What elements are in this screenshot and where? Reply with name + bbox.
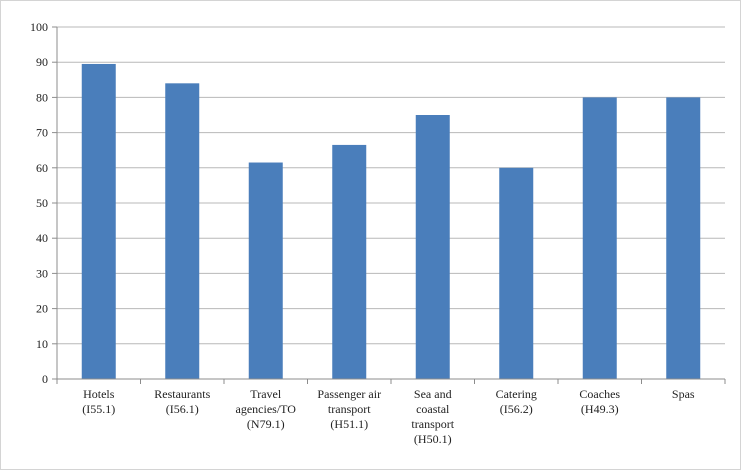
bar xyxy=(165,83,200,379)
x-category-label: Coaches (H49.3) xyxy=(579,387,620,416)
bar xyxy=(248,162,283,379)
y-tick-label: 40 xyxy=(36,231,48,245)
axes xyxy=(52,26,726,384)
x-category-label-line: (I56.2) xyxy=(500,402,533,416)
x-category-label-line: (I56.1) xyxy=(166,402,199,416)
x-category-label-line: Restaurants xyxy=(154,387,210,401)
x-category-label-line: (N79.1) xyxy=(247,417,285,431)
bar xyxy=(666,97,701,380)
bars xyxy=(81,63,701,380)
x-category-label-line: (H50.1) xyxy=(414,432,452,446)
bar xyxy=(499,167,534,379)
x-category-label-line: (H49.3) xyxy=(581,402,619,416)
x-category-label-line: (H51.1) xyxy=(330,417,368,431)
bar xyxy=(415,115,450,379)
y-tick-label: 50 xyxy=(36,196,48,210)
x-category-label: Hotels (I55.1) xyxy=(82,387,115,416)
x-category-labels: Hotels (I55.1) Restaurants (I56.1) Travel age… xyxy=(82,387,695,446)
y-tick-label: 10 xyxy=(36,337,48,351)
x-category-label: Travel agencies/TO (N79.1) xyxy=(236,387,297,431)
gridlines xyxy=(57,26,725,345)
bar xyxy=(81,63,116,380)
x-category-label-line: Coaches xyxy=(579,387,620,401)
x-category-label-line: agencies/TO xyxy=(236,402,297,416)
x-category-label-line: Travel xyxy=(250,387,282,401)
x-category-label-line: Catering xyxy=(496,387,537,401)
y-tick-label: 100 xyxy=(30,20,48,34)
x-category-label-line: coastal xyxy=(416,402,450,416)
x-category-label: Sea and coastal transport (H50.1) xyxy=(411,387,454,446)
x-category-label-line: Passenger air xyxy=(317,387,381,401)
x-category-label-line: transport xyxy=(411,417,454,431)
y-tick-label: 90 xyxy=(36,55,48,69)
x-category-label-line: (I55.1) xyxy=(82,402,115,416)
x-category-label-line: Sea and xyxy=(414,387,452,401)
y-tick-label: 0 xyxy=(42,372,48,386)
x-category-label: Passenger air transport (H51.1) xyxy=(317,387,381,431)
x-category-label-line: transport xyxy=(328,402,371,416)
x-category-label: Spas xyxy=(672,387,695,401)
y-tick-label: 80 xyxy=(36,90,48,104)
y-tick-label: 60 xyxy=(36,161,48,175)
x-category-label: Catering (I56.2) xyxy=(496,387,537,416)
x-category-label-line: Hotels xyxy=(83,387,115,401)
x-category-label-line: Spas xyxy=(672,387,695,401)
y-tick-label: 30 xyxy=(36,266,48,280)
bar xyxy=(582,97,617,380)
y-tick-label: 70 xyxy=(36,126,48,140)
y-tick-label: 20 xyxy=(36,302,48,316)
y-tick-labels: 0 10 20 30 40 50 60 70 80 90 100 xyxy=(30,20,48,386)
bar xyxy=(332,144,367,379)
x-category-label: Restaurants (I56.1) xyxy=(154,387,210,416)
